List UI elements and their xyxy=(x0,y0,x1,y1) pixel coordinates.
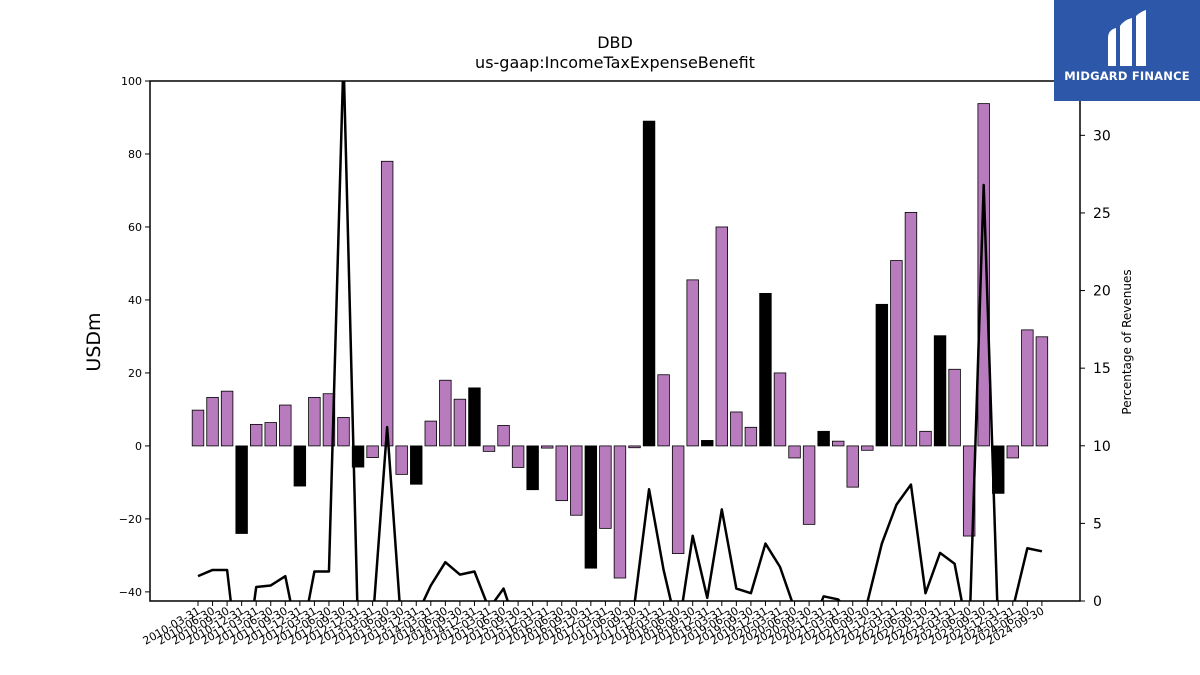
bar xyxy=(366,445,379,458)
bar xyxy=(657,374,670,447)
bar xyxy=(482,445,496,452)
bar xyxy=(730,411,743,447)
pct-line-series xyxy=(197,81,1043,601)
bar xyxy=(206,396,219,447)
y-tick-label: −40 xyxy=(119,586,142,599)
bar xyxy=(264,422,277,447)
bar xyxy=(948,368,961,447)
bar xyxy=(191,409,205,447)
bar xyxy=(817,430,830,447)
bar xyxy=(715,226,729,447)
bar xyxy=(933,335,947,447)
bar xyxy=(832,440,845,447)
bar xyxy=(919,430,932,447)
bar xyxy=(351,445,365,468)
bar xyxy=(308,396,321,447)
chart-title: DBD xyxy=(597,33,633,52)
bar xyxy=(686,279,699,447)
bar xyxy=(249,423,263,447)
midgard-finance-logo: MIDGARD FINANCE xyxy=(1054,0,1200,101)
y2-tick-label: 30 xyxy=(1093,128,1111,144)
bar xyxy=(337,417,350,447)
pct-line xyxy=(197,81,1043,601)
y2-tick-label: 10 xyxy=(1093,439,1111,455)
bar xyxy=(293,445,307,487)
bar xyxy=(511,445,525,468)
bar xyxy=(890,260,903,447)
bar xyxy=(802,445,816,525)
logo-text: MIDGARD FINANCE xyxy=(1064,69,1190,83)
bar xyxy=(642,120,656,447)
y2-axis-label: Percentage of Revenues xyxy=(1120,269,1134,414)
bar xyxy=(613,445,627,579)
bar xyxy=(875,303,889,447)
bar xyxy=(904,211,918,447)
bar xyxy=(773,372,787,447)
bar xyxy=(1006,445,1020,459)
plot-frame xyxy=(149,80,1081,602)
bar-series xyxy=(191,103,1049,579)
y2-tick-label: 25 xyxy=(1093,206,1111,222)
bar xyxy=(220,390,234,447)
bar xyxy=(628,445,641,449)
y-axis-label: USDm xyxy=(83,312,105,371)
y2-tick-label: 0 xyxy=(1093,594,1102,610)
bar xyxy=(526,445,539,491)
axes: −40−200204060801000510152025302010-03-31… xyxy=(119,75,1111,648)
y2-tick-label: 5 xyxy=(1093,516,1102,532)
bar xyxy=(599,445,612,529)
bar xyxy=(759,292,772,447)
bar xyxy=(322,393,336,447)
bar xyxy=(1035,336,1049,447)
bar xyxy=(439,379,452,447)
bar xyxy=(279,404,292,447)
bar xyxy=(395,445,408,475)
y-tick-label: 100 xyxy=(121,75,142,88)
bar xyxy=(468,387,481,447)
bar xyxy=(846,445,859,488)
y-tick-label: 80 xyxy=(128,148,142,161)
bar xyxy=(410,445,423,485)
bar xyxy=(861,445,874,451)
bar xyxy=(235,445,248,534)
bar xyxy=(788,445,801,459)
midgard-logo-icon xyxy=(1108,10,1146,66)
y2-tick-label: 20 xyxy=(1093,284,1111,300)
y-tick-label: 40 xyxy=(128,294,142,307)
bar xyxy=(555,445,568,502)
bar xyxy=(570,445,583,516)
bar xyxy=(497,425,510,447)
bar xyxy=(701,440,714,447)
y-tick-label: 20 xyxy=(128,367,142,380)
bar xyxy=(380,160,394,447)
bar xyxy=(541,445,554,449)
y2-tick-label: 15 xyxy=(1093,361,1111,377)
bar xyxy=(453,398,467,447)
chart-subtitle: us-gaap:IncomeTaxExpenseBenefit xyxy=(475,53,755,72)
bar xyxy=(744,426,758,447)
y-tick-label: −20 xyxy=(119,513,142,526)
bar xyxy=(424,420,438,447)
y-tick-label: 60 xyxy=(128,221,142,234)
bar xyxy=(584,445,598,569)
bar xyxy=(671,445,685,554)
bar xyxy=(977,103,990,447)
bar xyxy=(1021,329,1034,447)
y-tick-label: 0 xyxy=(135,440,142,453)
